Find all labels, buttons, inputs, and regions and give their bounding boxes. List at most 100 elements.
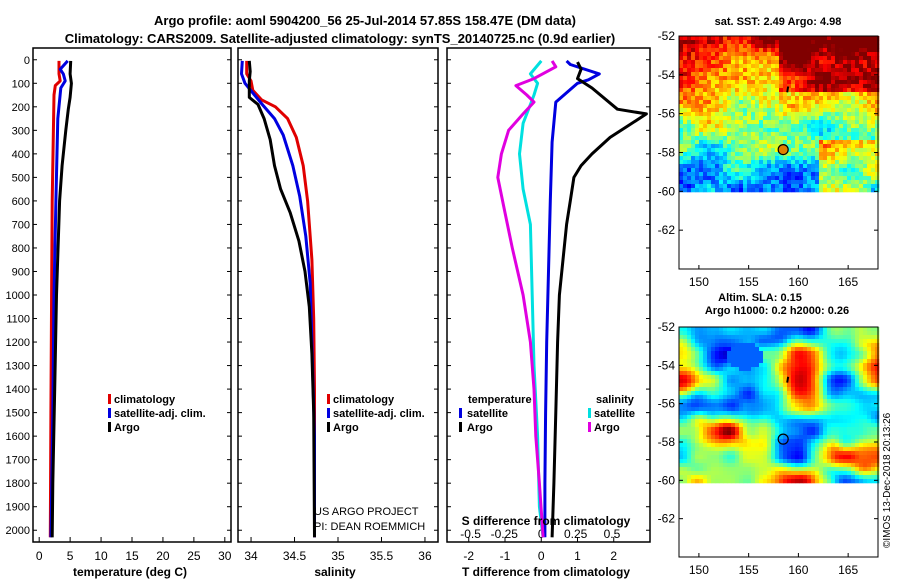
heatmap-cell xyxy=(739,455,744,460)
heatmap-cell xyxy=(747,343,752,348)
heatmap-cell xyxy=(699,44,704,49)
heatmap-cell xyxy=(707,176,712,181)
heatmap-cell xyxy=(739,351,744,356)
heatmap-cell xyxy=(807,84,812,89)
heatmap-cell xyxy=(843,72,848,77)
heatmap-cell xyxy=(831,44,836,49)
depth-tick-label: 1900 xyxy=(6,502,30,514)
heatmap-cell xyxy=(871,399,876,404)
heatmap-cell xyxy=(775,343,780,348)
heatmap-cell xyxy=(687,427,692,432)
heatmap-cell xyxy=(783,403,788,408)
heatmap-cell xyxy=(691,184,696,189)
heatmap-cell xyxy=(871,343,876,348)
heatmap-cell xyxy=(755,64,760,69)
heatmap-cell xyxy=(787,160,792,165)
heatmap-cell xyxy=(819,351,824,356)
heatmap-cell xyxy=(691,439,696,444)
heatmap-cell xyxy=(779,128,784,133)
lat-tick-label: -56 xyxy=(658,397,676,411)
heatmap-cell xyxy=(707,435,712,440)
heatmap-cell xyxy=(819,120,824,125)
heatmap-cell xyxy=(691,76,696,81)
heatmap-cell xyxy=(775,48,780,53)
heatmap-cell xyxy=(739,88,744,93)
heatmap-cell xyxy=(851,156,856,161)
heatmap-cell xyxy=(839,411,844,416)
heatmap-cell xyxy=(715,128,720,133)
heatmap-cell xyxy=(787,371,792,376)
heatmap-cell xyxy=(695,343,700,348)
heatmap-cell xyxy=(695,475,700,480)
temperature-x-axis: 0 5 10 15 20 25 30 xyxy=(33,59,232,563)
heatmap-cell xyxy=(779,387,784,392)
heatmap-cell xyxy=(755,355,760,360)
heatmap-cell xyxy=(723,339,728,344)
heatmap-cell xyxy=(839,427,844,432)
heatmap-cell xyxy=(831,112,836,117)
heatmap-cell xyxy=(723,415,728,420)
heatmap-cell xyxy=(727,56,732,61)
heatmap-cell xyxy=(791,56,796,61)
heatmap-cell xyxy=(859,347,864,352)
heatmap-cell xyxy=(815,76,820,81)
heatmap-cell xyxy=(791,379,796,384)
heatmap-cell xyxy=(695,399,700,404)
heatmap-cell xyxy=(831,68,836,73)
sla-map-argo-marker xyxy=(777,376,790,445)
heatmap-cell xyxy=(703,435,708,440)
lat-tick-label: -60 xyxy=(658,184,676,198)
heatmap-cell xyxy=(719,176,724,181)
heatmap-cell xyxy=(771,435,776,440)
heatmap-cell xyxy=(847,331,852,336)
heatmap-cell xyxy=(875,44,880,49)
heatmap-cell xyxy=(683,136,688,141)
heatmap-cell xyxy=(755,375,760,380)
heatmap-cell xyxy=(711,395,716,400)
heatmap-cell xyxy=(743,415,748,420)
heatmap-cell xyxy=(699,347,704,352)
heatmap-cell xyxy=(747,443,752,448)
heatmap-cell xyxy=(851,136,856,141)
heatmap-cell xyxy=(855,407,860,412)
heatmap-cell xyxy=(739,335,744,340)
heatmap-cell xyxy=(847,399,852,404)
credit-line1: US ARGO PROJECT xyxy=(314,506,419,518)
heatmap-cell xyxy=(867,88,872,93)
heatmap-cell xyxy=(703,403,708,408)
heatmap-cell xyxy=(863,188,868,193)
heatmap-cell xyxy=(875,415,880,420)
heatmap-cell xyxy=(743,124,748,129)
heatmap-cell xyxy=(799,44,804,49)
heatmap-cell xyxy=(871,132,876,137)
heatmap-cell xyxy=(831,88,836,93)
heatmap-cell xyxy=(759,136,764,141)
heatmap-cell xyxy=(723,100,728,105)
heatmap-cell xyxy=(739,407,744,412)
heatmap-cell xyxy=(747,375,752,380)
heatmap-cell xyxy=(843,156,848,161)
heatmap-cell xyxy=(747,40,752,45)
heatmap-cell xyxy=(875,64,880,69)
heatmap-cell xyxy=(803,419,808,424)
heatmap-cell xyxy=(771,447,776,452)
heatmap-cell xyxy=(731,423,736,428)
heatmap-cell xyxy=(871,96,876,101)
heatmap-cell xyxy=(695,331,700,336)
heatmap-cell xyxy=(735,152,740,157)
heatmap-cell xyxy=(767,100,772,105)
heatmap-cell xyxy=(807,331,812,336)
heatmap-cell xyxy=(699,52,704,57)
heatmap-cell xyxy=(759,104,764,109)
heatmap-cell xyxy=(699,439,704,444)
heatmap-cell xyxy=(723,92,728,97)
heatmap-cell xyxy=(831,72,836,77)
heatmap-cell xyxy=(687,439,692,444)
heatmap-cell xyxy=(835,451,840,456)
heatmap-cell xyxy=(719,467,724,472)
heatmap-cell xyxy=(795,391,800,396)
heatmap-cell xyxy=(831,359,836,364)
heatmap-cell xyxy=(751,60,756,65)
heatmap-cell xyxy=(807,411,812,416)
heatmap-cell xyxy=(687,152,692,157)
